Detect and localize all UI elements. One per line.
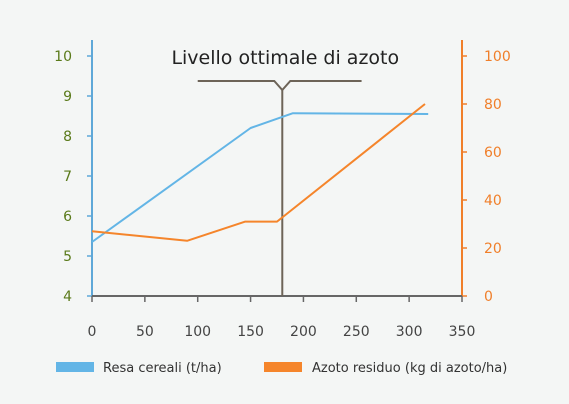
annotation-label: Livello ottimale di azoto	[171, 47, 399, 69]
left-tick-label: 10	[54, 49, 72, 65]
right-tick-label: 60	[484, 145, 502, 161]
legend-swatch-0	[56, 362, 94, 372]
series-line-1	[91, 103, 426, 242]
left-tick-label: 5	[63, 249, 72, 265]
x-tick-label: 300	[396, 324, 423, 340]
x-tick-label: 0	[88, 324, 97, 340]
left-tick-label: 4	[63, 289, 72, 305]
left-tick-label: 9	[63, 89, 72, 105]
left-tick-label: 6	[63, 209, 72, 225]
x-tick-label: 100	[184, 324, 211, 340]
annotation-group: Livello ottimale di azoto	[171, 47, 399, 296]
left-tick-label: 8	[63, 129, 72, 145]
x-tick-label: 250	[343, 324, 370, 340]
x-tick-label: 50	[136, 324, 154, 340]
x-tick-label: 150	[237, 324, 264, 340]
right-tick-label: 0	[484, 289, 493, 305]
right-tick-label: 100	[484, 49, 511, 65]
x-tick-label: 200	[290, 324, 317, 340]
annotation-bracket	[197, 80, 362, 92]
series-group	[91, 103, 429, 243]
x-tick-label: 350	[449, 324, 476, 340]
legend-swatch-1	[264, 362, 302, 372]
legend: Resa cereali (t/ha) Azoto residuo (kg di …	[56, 361, 507, 376]
right-tick-label: 40	[484, 193, 502, 209]
right-tick-label: 80	[484, 97, 502, 113]
left-tick-label: 7	[63, 169, 72, 185]
series-line-0	[91, 112, 429, 243]
right-tick-label: 20	[484, 241, 502, 257]
legend-label-0: Resa cereali (t/ha)	[103, 361, 222, 376]
legend-label-1: Azoto residuo (kg di azoto/ha)	[312, 361, 507, 376]
